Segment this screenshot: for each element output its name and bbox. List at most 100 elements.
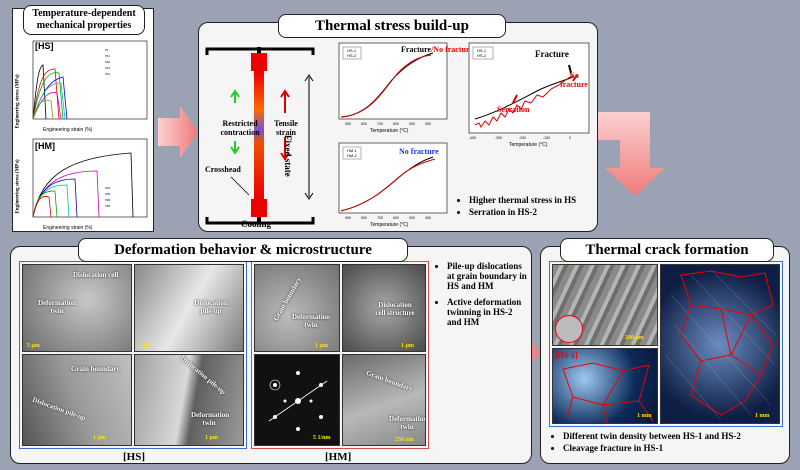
- chart1-fracture-text: Fracture: [401, 45, 432, 54]
- svg-text:400: 400: [425, 216, 431, 220]
- scale-hs-1: 5 μm: [27, 343, 40, 349]
- chart1-legend-hs1: HS-1: [347, 48, 357, 53]
- hs-group-label: [HS]: [123, 451, 145, 463]
- svg-text:500: 500: [409, 216, 415, 220]
- hs1-crack-map: [HS-1] 1 mm: [552, 348, 658, 424]
- svg-text:500: 500: [409, 122, 415, 126]
- svg-text:600: 600: [393, 122, 399, 126]
- svg-text:-400: -400: [469, 136, 476, 140]
- sem-fracture-surface: 200 μm: [552, 264, 658, 346]
- thermal-crack-panel: 200 μm [HS-1] 1 mm 1 mm: [540, 246, 790, 464]
- chart1-xlabel: Temperature (°C): [370, 128, 409, 134]
- chart2-legend-hs2: HS-2: [477, 53, 487, 58]
- label-dislocation-cell: Dislocation cell: [73, 271, 119, 279]
- scale-hs-4: 1 μm: [205, 435, 218, 441]
- svg-text:-200: -200: [519, 136, 526, 140]
- thermal-stress-bullets: Higher thermal stress in HS Serration in …: [457, 195, 597, 219]
- scale-crack-2: 1 mm: [637, 413, 652, 419]
- hs2-crack-map: 1 mm: [660, 264, 780, 424]
- label-dislocation-pileup-3: Dislocation pile-up: [179, 354, 228, 397]
- chart1-legend-hs2: HS-2: [347, 53, 357, 58]
- svg-text:RT: RT: [105, 49, 109, 52]
- hs2-grain-overlay: [665, 269, 777, 421]
- svg-text:700: 700: [377, 216, 383, 220]
- hm-chart-label: [HM]: [35, 141, 55, 151]
- thermal-stress-chart-hs-1: 900 800 700 600 500 400 Temperature (°C) HS-1…: [338, 42, 448, 134]
- svg-text:HM4: HM4: [105, 205, 111, 208]
- svg-text:700: 700: [377, 122, 383, 126]
- chart2-xlabel: Temperature (°C): [509, 142, 548, 148]
- crosshead-label: Crosshead: [205, 165, 241, 174]
- svg-text:HM1: HM1: [105, 187, 111, 190]
- svg-text:HM2: HM2: [105, 193, 111, 196]
- bullet-serration: Serration in HS-2: [469, 207, 597, 217]
- diffraction-pattern: [268, 371, 328, 431]
- svg-text:HS2: HS2: [105, 61, 110, 64]
- crack-image-block: 200 μm [HS-1] 1 mm 1 mm: [549, 261, 783, 427]
- tem-hs-3: Grain boundary Dislocation pile-up 1 μm: [22, 354, 132, 446]
- bullet-twin-density: Different twin density between HS-1 and …: [563, 431, 789, 441]
- label-deformation-twin-2: Deformation twin: [191, 411, 230, 427]
- thermal-stress-chart-hs-2: -400 -300 -200 -100 0 Temperature (°C) HS-1 …: [468, 42, 590, 148]
- thermal-stress-panel: Restricted contraction Tensile strain Fi…: [198, 22, 598, 232]
- ylabel-rotated: Engineering stress (MPa): [15, 74, 21, 129]
- arrow-right-top: [158, 106, 198, 158]
- chart3-legend-hm1: HM-1: [347, 148, 358, 153]
- label-grain-boundary-hm-2: Grain boundary: [365, 368, 414, 394]
- ylabel-rotated-2: Engineering stress (MPa): [15, 159, 21, 214]
- deformation-title: Deformation behavior & microstructure: [78, 238, 408, 262]
- hs-chart-label: [HS]: [35, 41, 54, 51]
- svg-text:-100: -100: [543, 136, 550, 140]
- chart2-serration: Serration: [497, 105, 530, 114]
- label-deformation-twin-hm: Deformation twin: [291, 313, 331, 329]
- title-line-1: Temperature-dependent: [32, 8, 136, 19]
- tem-hm-2: Dislocation cell structure 1 μm: [342, 264, 426, 352]
- label-deformation-twin: Deformation twin: [37, 299, 77, 315]
- thermal-stress-title: Thermal stress build-up: [278, 14, 506, 38]
- deformation-panel: Dislocation cell Deformation twin 5 μm D…: [10, 246, 532, 464]
- scale-hm-1: 1 μm: [315, 343, 328, 349]
- hs1-label: [HS-1]: [555, 351, 578, 360]
- bullet-pileup: Pile-up dislocations at grain boundary i…: [447, 261, 529, 291]
- tem-hm-4: Grain boundary Deformation twin 250 nm: [342, 354, 426, 446]
- scale-hm-2: 1 μm: [401, 343, 414, 349]
- hm-group-label: [HM]: [325, 451, 352, 463]
- restricted-contraction-label: Restricted contraction: [220, 119, 260, 137]
- hm-stress-strain-chart: [HM] HM1 HM2 HM3 HM4 Engineering strain (%): [32, 138, 148, 231]
- thermal-crack-title: Thermal crack formation: [560, 238, 774, 262]
- scale-hm-3: 5 1/nm: [313, 435, 331, 441]
- hs1-grain-overlay: [562, 362, 654, 423]
- thermal-stress-chart-hm: 900 800 700 600 500 400 Temperature (°C) HM-1…: [338, 142, 448, 228]
- chart2-nofracture: No fracture: [560, 71, 588, 89]
- crack-bullets: Different twin density between HS-1 and …: [551, 431, 789, 455]
- hs-tem-block: Dislocation cell Deformation twin 5 μm D…: [19, 261, 247, 449]
- chart2-fracture: Fracture: [535, 49, 569, 59]
- tem-hs-2: Dislocation pile-up 5 μm: [134, 264, 244, 352]
- deformation-bullets: Pile-up dislocations at grain boundary i…: [435, 261, 529, 329]
- chart1-fracture: Fracture/No fracture: [401, 45, 473, 54]
- svg-text:800: 800: [361, 216, 367, 220]
- hm-xlabel: Engineering strain (%): [43, 225, 93, 231]
- hs-xlabel: Engineering strain (%): [43, 127, 93, 133]
- svg-text:-300: -300: [495, 136, 502, 140]
- bullet-cleavage: Cleavage fracture in HS-1: [563, 443, 789, 453]
- tensile-strain-label: Tensile strain: [274, 119, 298, 137]
- scale-hs-2: 5 μm: [139, 343, 152, 349]
- svg-text:HS3: HS3: [105, 67, 110, 70]
- label-grain-boundary: Grain boundary: [71, 365, 120, 373]
- svg-text:400: 400: [425, 122, 431, 126]
- tem-hm-diffraction: 5 1/nm: [254, 354, 340, 446]
- svg-text:HS1: HS1: [105, 55, 110, 58]
- title-line-2: mechanical properties: [36, 20, 132, 31]
- svg-text:900: 900: [345, 216, 351, 220]
- mechanical-properties-title: Temperature-dependent mechanical propert…: [23, 5, 145, 35]
- fixed-state-label: Fixed state: [283, 135, 293, 177]
- arrow-down-right: [590, 112, 665, 196]
- scale-hm-4: 250 nm: [395, 437, 414, 443]
- svg-text:900: 900: [345, 122, 351, 126]
- tem-hs-4: Dislocation pile-up Deformation twin 1 μ…: [134, 354, 244, 446]
- bullet-twinning: Active deformation twinning in HS-2 and …: [447, 297, 529, 327]
- hm-tem-block: Grain boundary Deformation twin 1 μm Dis…: [251, 261, 429, 449]
- chart3-nofracture: No fracture: [399, 147, 439, 156]
- chart3-legend-hm2: HM-2: [347, 153, 358, 158]
